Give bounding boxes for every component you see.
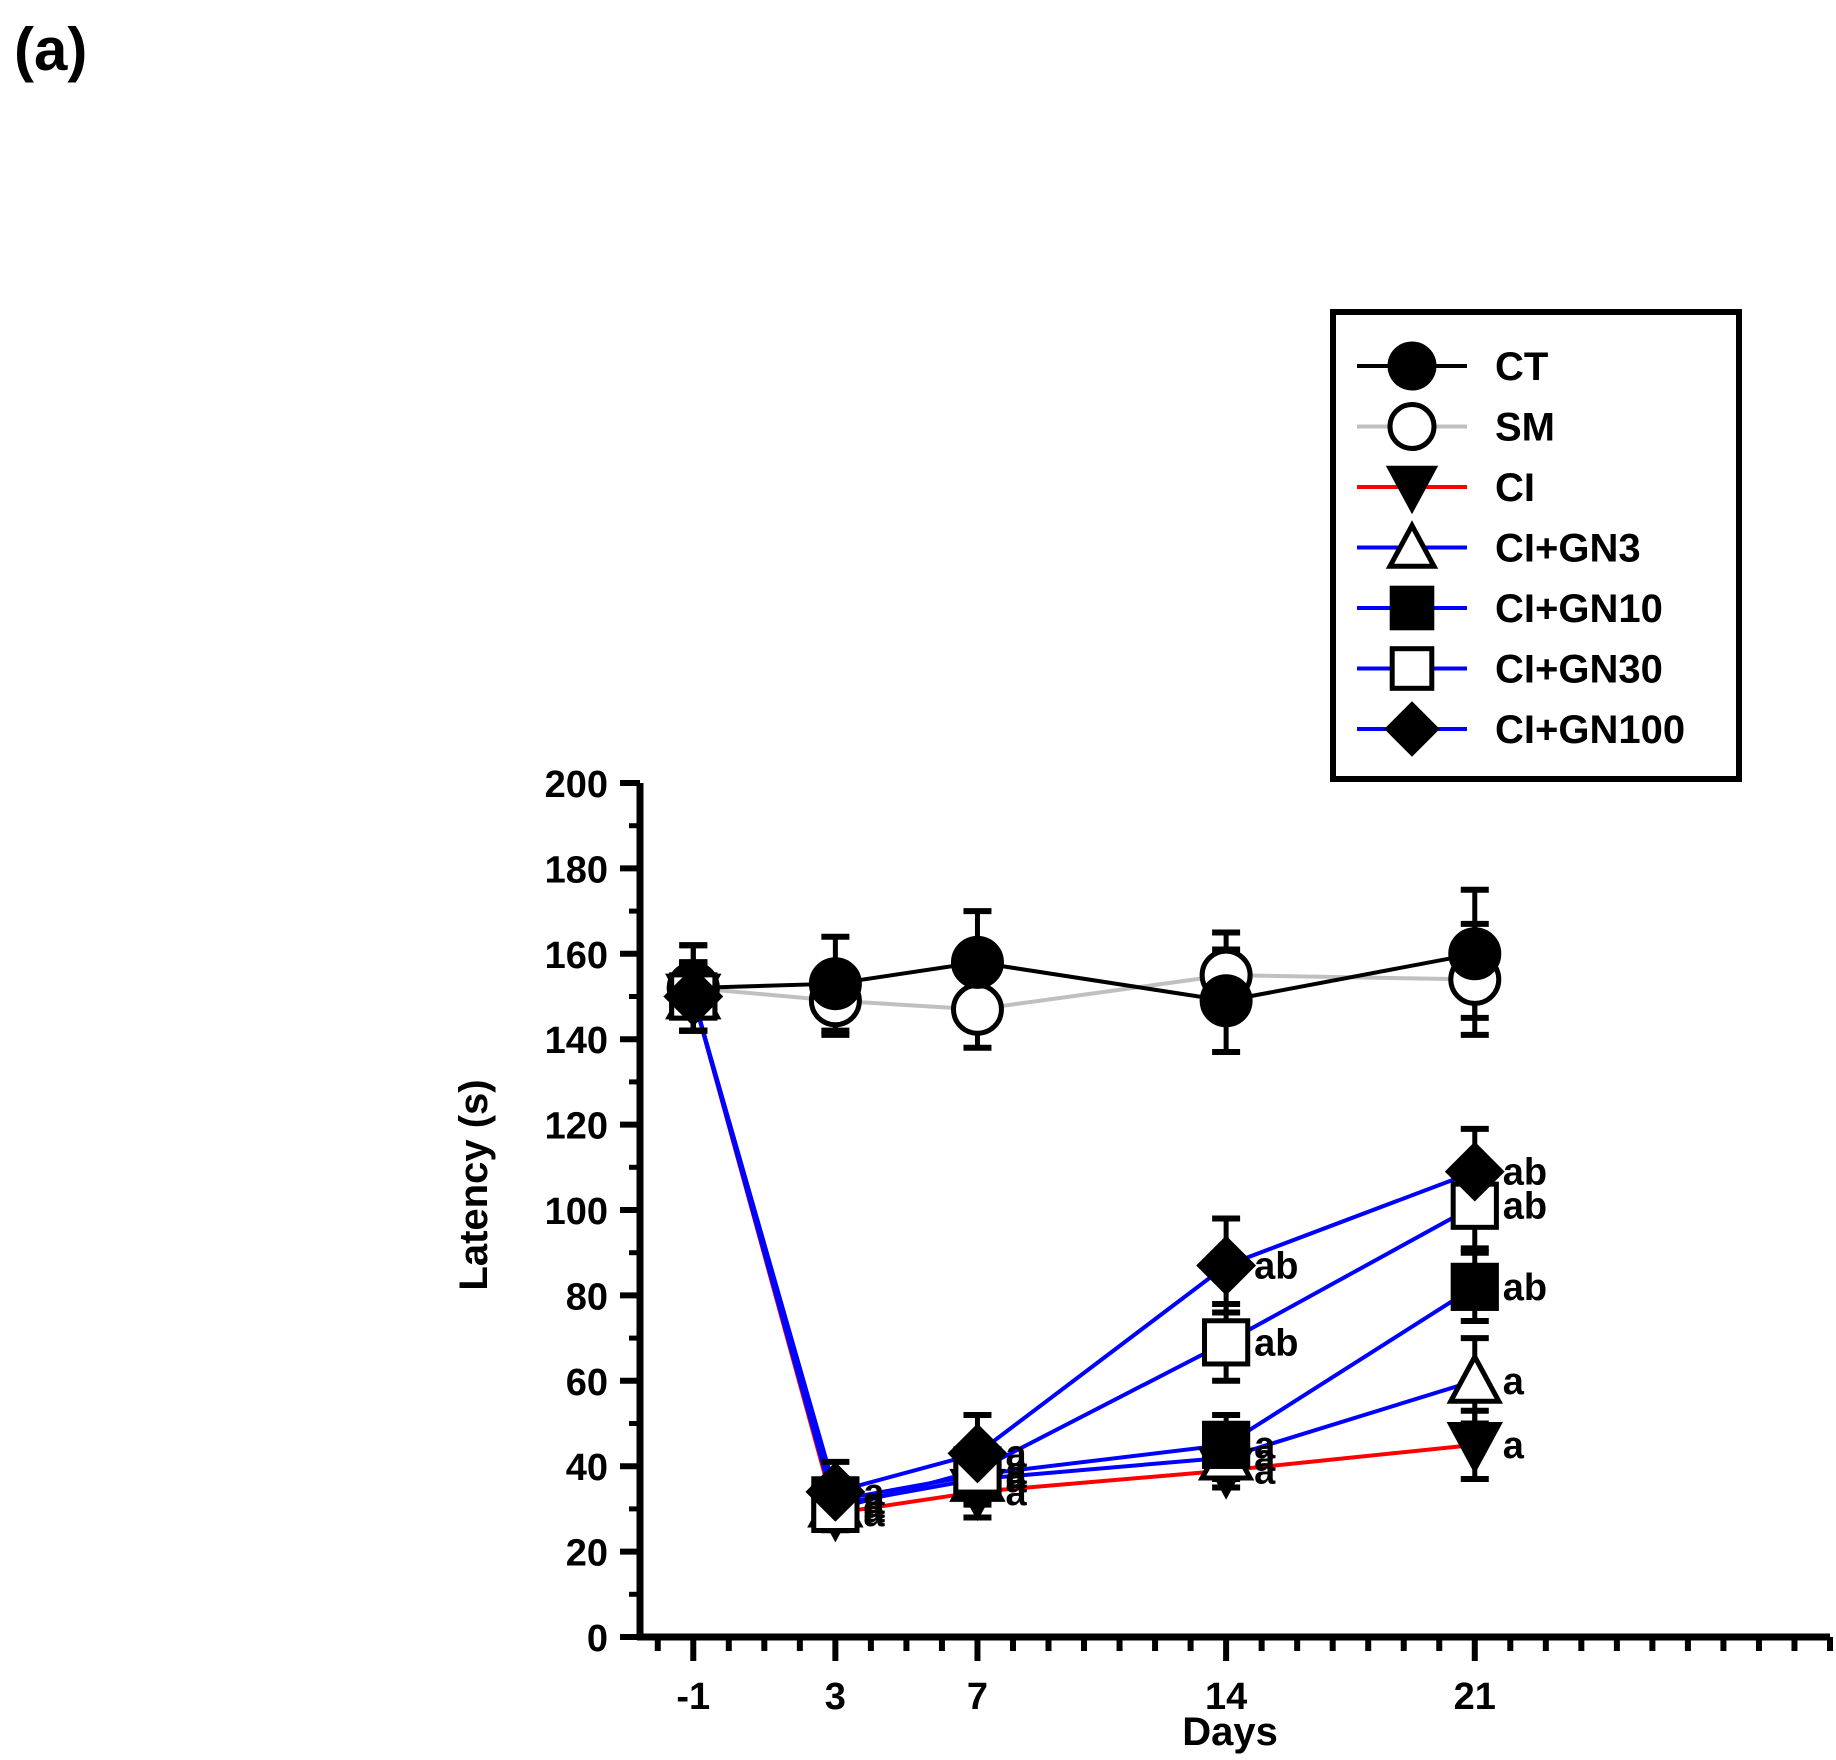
data-point-ci-gn100 xyxy=(663,966,724,1027)
annotation-ci-gn3: a xyxy=(1503,1361,1525,1403)
annotation-ci-gn100: ab xyxy=(1503,1152,1547,1194)
y-tick-label: 140 xyxy=(545,1020,608,1062)
data-point-ci-gn10 xyxy=(1450,1262,1499,1311)
annotation-ci-gn30: ab xyxy=(1254,1322,1298,1364)
x-tick-label: 14 xyxy=(1205,1676,1247,1718)
legend-marker-ci xyxy=(1385,465,1439,515)
data-point-sm xyxy=(950,982,1004,1036)
annotation-ci: a xyxy=(863,1493,885,1535)
annotation-ci-gn100: a xyxy=(1005,1433,1027,1475)
x-tick-label: 21 xyxy=(1454,1676,1496,1718)
series-layer xyxy=(691,951,1476,1516)
legend-label-ci-gn10: CI+GN10 xyxy=(1495,587,1663,631)
annotation-ci-gn30: ab xyxy=(1503,1186,1547,1228)
annotation-ci-gn100: ab xyxy=(1254,1246,1298,1288)
legend: CT SM CI CI+GN3 CI+GN10 CI+GN30 CI+GN100 xyxy=(1330,309,1742,782)
data-point-ci-gn10 xyxy=(1202,1420,1251,1469)
y-tick-label: 200 xyxy=(545,764,608,806)
legend-label-ci: CI xyxy=(1495,466,1535,510)
annotation-ci-gn30: a xyxy=(1005,1450,1027,1492)
legend-label-ci-gn30: CI+GN30 xyxy=(1495,648,1663,692)
annotation-ci-gn10: a xyxy=(1254,1425,1276,1467)
x-axis-label: Days xyxy=(1182,1710,1278,1754)
y-tick-label: 120 xyxy=(545,1106,608,1148)
annotation-ci-gn3: a xyxy=(1254,1438,1276,1480)
annotation-ci: a xyxy=(1005,1472,1027,1514)
y-tick-label: 40 xyxy=(566,1447,608,1489)
legend-label-ct: CT xyxy=(1495,345,1548,389)
annotation-ci-gn30: a xyxy=(863,1489,885,1531)
legend-label-sm: SM xyxy=(1495,406,1555,450)
y-tick-label: 60 xyxy=(566,1362,608,1404)
legend-marker-sm xyxy=(1387,402,1437,451)
y-tick-label: 180 xyxy=(545,849,608,891)
annotation-ci-gn10: a xyxy=(863,1480,885,1522)
annotation-ci-gn10: ab xyxy=(1503,1267,1547,1309)
panel-label: (a) xyxy=(14,16,87,83)
x-tick-label: 3 xyxy=(825,1676,846,1718)
data-point-ct xyxy=(808,957,862,1011)
y-tick-label: 160 xyxy=(545,935,608,977)
data-point-ci-gn100 xyxy=(947,1423,1008,1484)
series-line-ci xyxy=(691,995,1475,1516)
legend-marker-ci-gn100 xyxy=(1384,701,1440,757)
data-point-ct xyxy=(1448,927,1502,981)
legend-marker-ci-gn30 xyxy=(1389,646,1435,691)
x-tick-label: 7 xyxy=(967,1676,988,1718)
x-tick-label: -1 xyxy=(676,1676,710,1718)
annotation-ci-gn3: a xyxy=(1005,1459,1027,1501)
series-line-ci-gn30 xyxy=(691,995,1476,1512)
legend-marker-ci-gn3 xyxy=(1385,520,1439,569)
y-axis-label: Latency (s) xyxy=(452,1079,496,1290)
data-point-ci-gn100 xyxy=(1196,1235,1257,1296)
data-point-ci xyxy=(1446,1421,1503,1475)
legend-label-ci-gn3: CI+GN3 xyxy=(1495,527,1641,571)
legend-marker-ci-gn10 xyxy=(1389,585,1435,631)
annotation-ci: a xyxy=(1254,1450,1276,1492)
y-tick-label: 0 xyxy=(587,1618,608,1660)
annotation-ci-gn100: a xyxy=(863,1472,885,1514)
data-point-ci-gn100 xyxy=(1444,1141,1505,1202)
annotation-ci-gn10: a xyxy=(1005,1455,1027,1497)
y-tick-label: 100 xyxy=(545,1191,608,1233)
marker-layer xyxy=(663,927,1505,1543)
annotation-ci-gn3: a xyxy=(863,1485,885,1527)
data-point-ct xyxy=(950,935,1004,989)
data-point-ci-gn30 xyxy=(1202,1318,1251,1367)
data-point-ci-gn3 xyxy=(1446,1351,1503,1404)
annotation-ci: a xyxy=(1503,1425,1525,1467)
data-point-ci-gn100 xyxy=(805,1461,866,1522)
y-tick-label: 20 xyxy=(566,1533,608,1575)
legend-marker-ct xyxy=(1387,341,1437,391)
data-point-ct xyxy=(1199,974,1253,1028)
y-tick-label: 80 xyxy=(566,1276,608,1318)
legend-label-ci-gn100: CI+GN100 xyxy=(1495,708,1685,752)
